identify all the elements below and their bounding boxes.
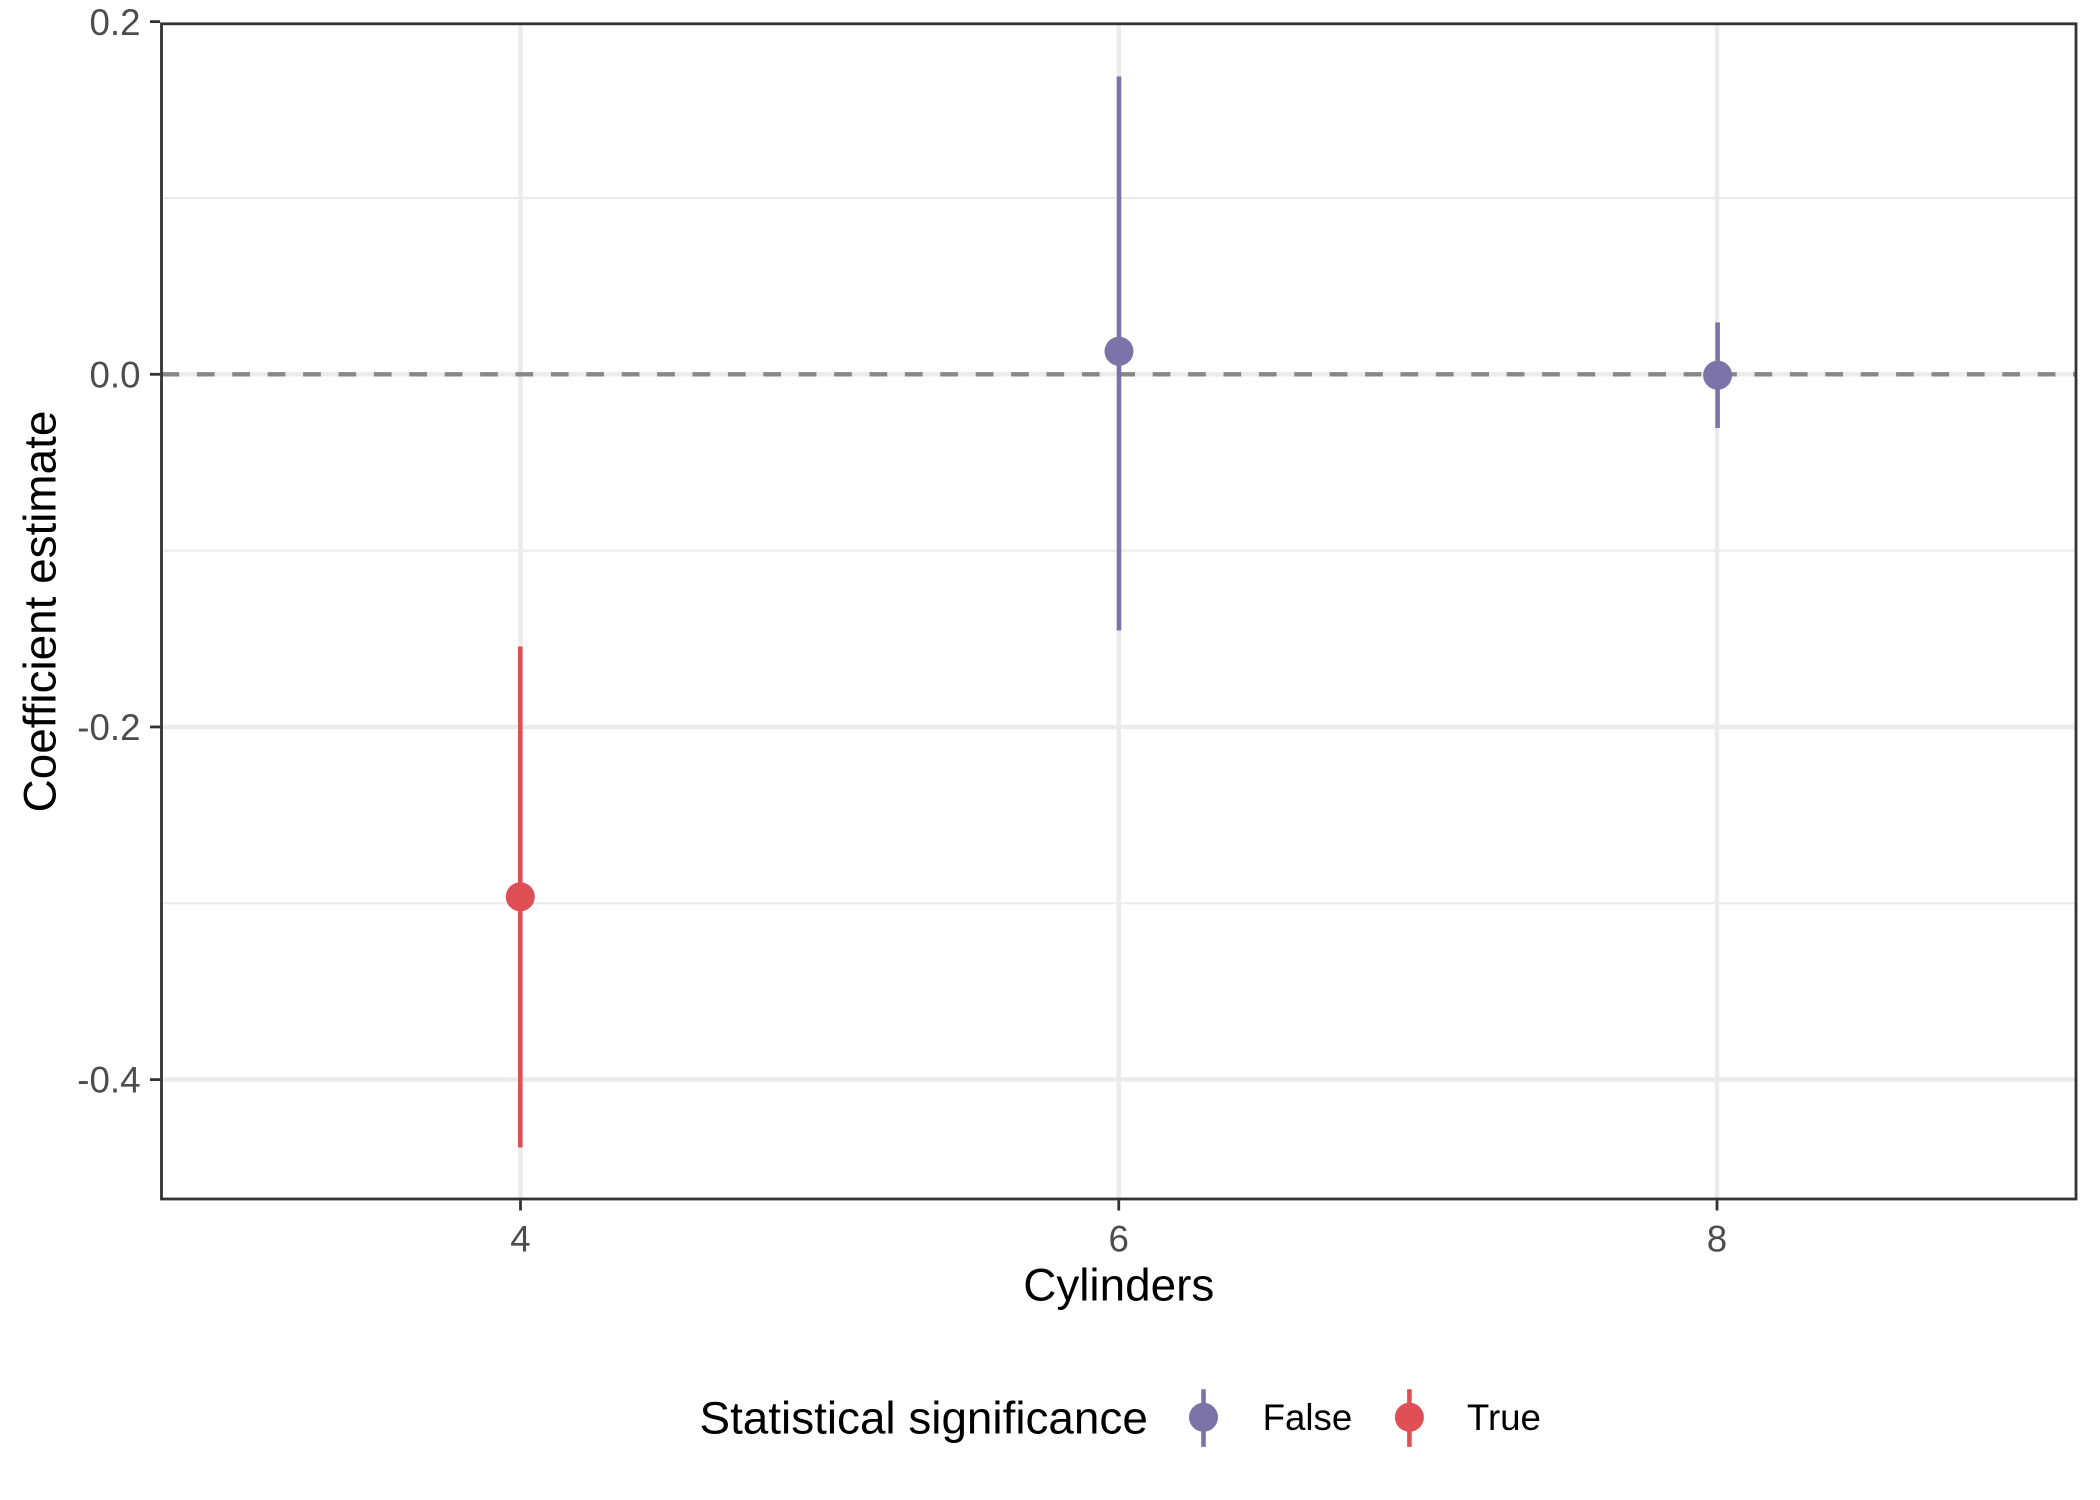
svg-text:0.0: 0.0 — [89, 354, 140, 395]
svg-text:4: 4 — [510, 1218, 530, 1259]
svg-text:-0.2: -0.2 — [77, 707, 140, 748]
svg-text:False: False — [1263, 1397, 1353, 1438]
svg-text:6: 6 — [1109, 1218, 1129, 1259]
svg-text:Coefficient estimate: Coefficient estimate — [15, 411, 66, 813]
svg-text:True: True — [1467, 1397, 1541, 1438]
svg-text:Statistical significance: Statistical significance — [700, 1392, 1148, 1443]
svg-text:0.2: 0.2 — [89, 2, 140, 43]
svg-text:Cylinders: Cylinders — [1023, 1260, 1214, 1311]
svg-text:-0.4: -0.4 — [77, 1060, 140, 1101]
svg-text:8: 8 — [1707, 1218, 1727, 1259]
